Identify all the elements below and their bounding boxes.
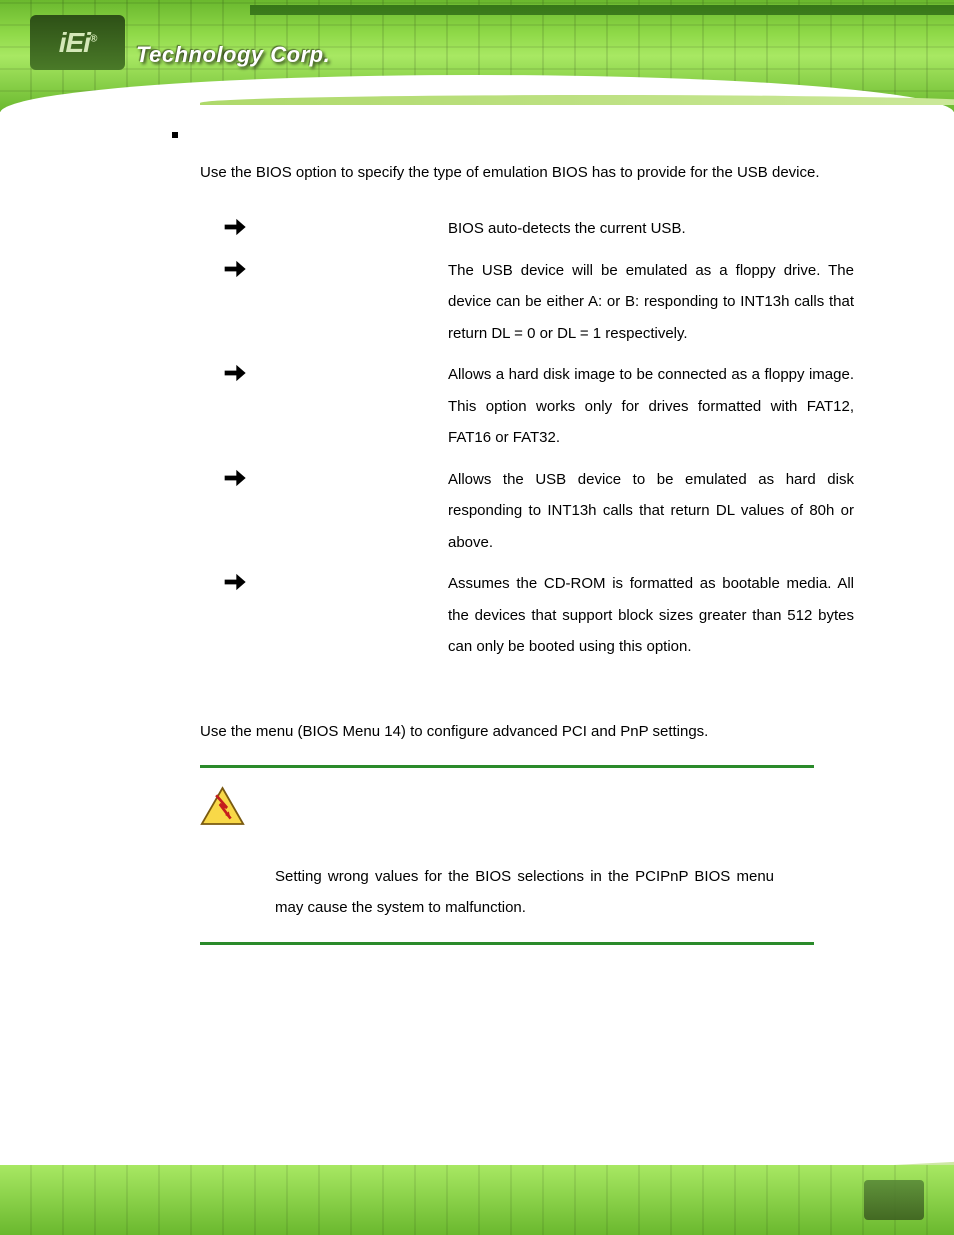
company-name: Technology Corp. [136,42,330,68]
warning-text: Setting wrong values for the BIOS select… [275,861,774,924]
option-description: The USB device will be emulated as a flo… [448,255,854,350]
option-row: The USB device will be emulated as a flo… [220,255,854,350]
header-banner: iEi® Technology Corp. [0,0,954,112]
warning-icon [200,786,245,831]
option-list: BIOS auto-detects the current USB. The U… [220,213,854,663]
arrow-right-icon [220,213,248,241]
bullet-icon [172,132,178,138]
logo-block: iEi® [30,15,125,70]
footer-circuit-pattern [0,1165,954,1235]
arrow-right-icon [220,568,248,596]
arrow-right-icon [220,359,248,387]
footer-logo [864,1180,924,1220]
option-row: Assumes the CD-ROM is formatted as boota… [220,568,854,663]
option-row: Allows a hard disk image to be connected… [220,359,854,454]
option-row: BIOS auto-detects the current USB. [220,213,854,245]
page-content: Use the BIOS option to specify the type … [0,112,954,965]
header-swoosh-green [200,95,954,105]
arrow-right-icon [220,464,248,492]
arrow-right-icon [220,255,248,283]
option-description: BIOS auto-detects the current USB. [448,213,854,245]
logo-text: iEi® [59,27,97,59]
intro-text: Use the BIOS option to specify the type … [200,158,854,188]
option-row: Allows the USB device to be emulated as … [220,464,854,559]
footer-banner [0,1125,954,1235]
option-description: Allows a hard disk image to be connected… [448,359,854,454]
option-description: Assumes the CD-ROM is formatted as boota… [448,568,854,663]
option-description: Allows the USB device to be emulated as … [448,464,854,559]
section-intro: Use the menu (BIOS Menu 14) to configure… [200,723,854,740]
warning-box: Setting wrong values for the BIOS select… [200,765,814,945]
